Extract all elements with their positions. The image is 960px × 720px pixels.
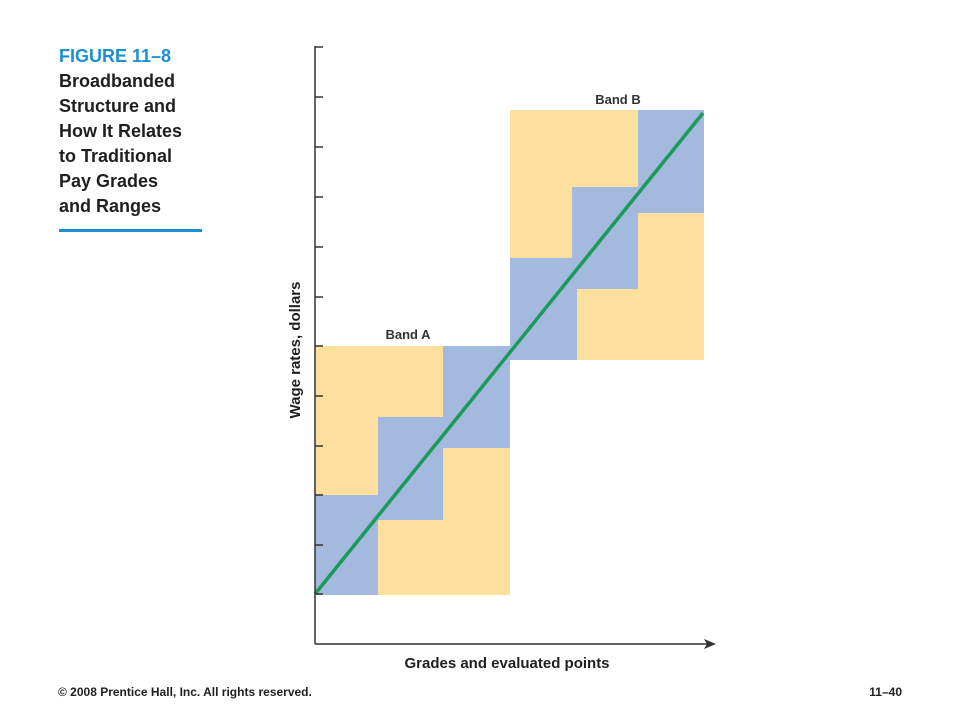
band-a-grade-range-1 bbox=[315, 346, 443, 495]
figure-title-line: to Traditional bbox=[59, 146, 173, 166]
figure-title-line: Broadbanded bbox=[59, 71, 176, 91]
band-b-label: Band B bbox=[595, 92, 641, 107]
y-axis-label: Wage rates, dollars bbox=[287, 282, 304, 419]
copyright-text: © 2008 Prentice Hall, Inc. All rights re… bbox=[58, 685, 312, 699]
band-b-overlap-block bbox=[572, 187, 638, 289]
band-a-group bbox=[315, 346, 510, 595]
band-b-group bbox=[510, 110, 704, 360]
wage-trend-line bbox=[313, 111, 705, 596]
band-b-grade-range-2 bbox=[577, 213, 704, 360]
title-underline bbox=[59, 229, 202, 232]
x-axis-arrow-icon bbox=[704, 639, 716, 649]
figure-title-line: Structure and bbox=[59, 96, 177, 116]
band-a-grade-range-2 bbox=[378, 448, 510, 595]
page-number: 11–40 bbox=[869, 685, 902, 699]
x-axis-label: Grades and evaluated points bbox=[404, 655, 609, 672]
figure-title: FIGURE 11–8 Broadbanded Structure and Ho… bbox=[59, 44, 239, 219]
figure-title-line: and Ranges bbox=[59, 196, 162, 216]
figure-number: FIGURE 11–8 bbox=[59, 46, 172, 66]
band-a-label: Band A bbox=[385, 327, 431, 342]
figure-title-line: Pay Grades bbox=[59, 171, 159, 191]
x-axis bbox=[315, 639, 716, 649]
y-axis bbox=[314, 46, 323, 644]
band-a-overlap-block bbox=[443, 346, 510, 448]
band-b-grade-range-1 bbox=[510, 110, 638, 258]
figure-title-line: How It Relates bbox=[59, 121, 183, 141]
